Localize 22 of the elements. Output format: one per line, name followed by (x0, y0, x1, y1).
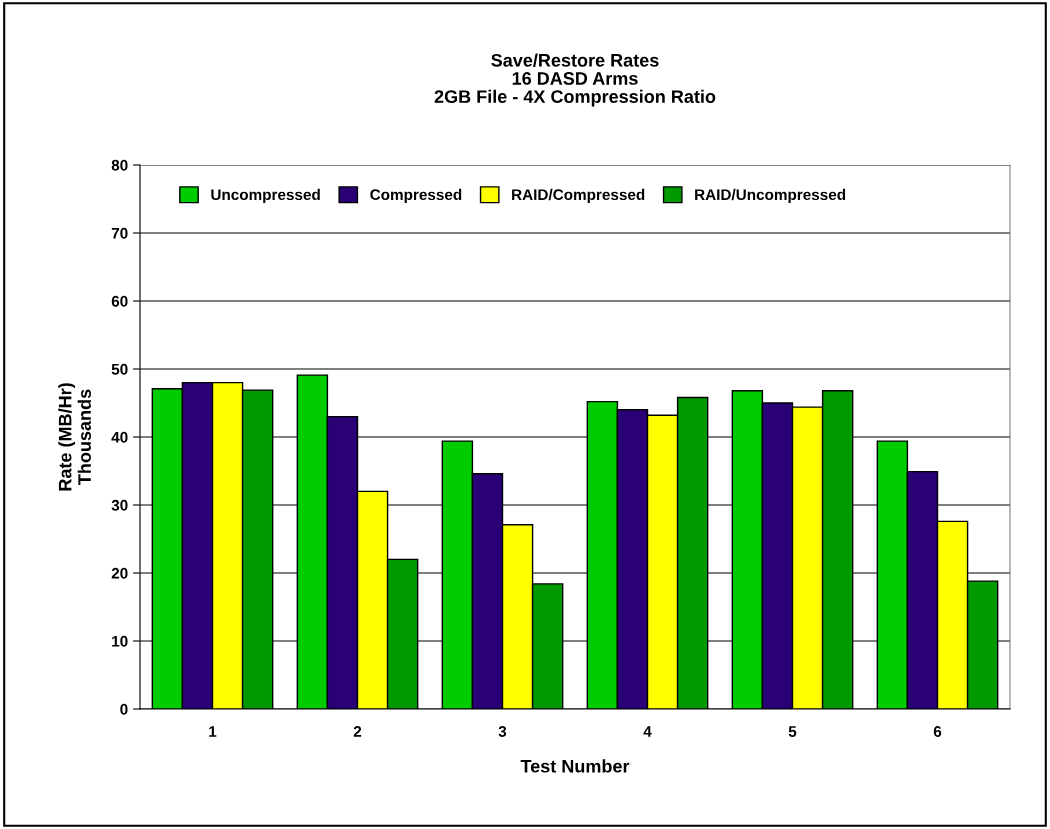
x-tick-label: 3 (498, 726, 507, 737)
y-tick-label: 60 (111, 295, 128, 307)
x-tick-label: 1 (209, 726, 217, 737)
chart-title: Save/Restore Rates 16 DASD Arms 2GB File - 4X Compression Ratio (434, 53, 716, 107)
x-axis-title: Test Number (520, 759, 630, 773)
y-tick-label: 50 (111, 363, 128, 375)
y-tick-label: 40 (111, 431, 128, 443)
legend-label: RAID/Compressed (512, 188, 645, 204)
y-tick-label: 20 (111, 567, 128, 579)
x-tick-label: 5 (788, 726, 797, 737)
y-tick-label: 80 (111, 159, 128, 171)
legend-label: Uncompressed (211, 188, 320, 204)
y-tick-label: 70 (111, 227, 128, 239)
x-tick-label: 6 (933, 726, 942, 737)
x-tick-label: 2 (353, 726, 362, 737)
y-tick-label: 10 (112, 635, 128, 647)
y-tick-label: 0 (120, 703, 128, 715)
legend-label: Compressed (370, 188, 462, 204)
x-tick-label: 4 (643, 726, 652, 737)
legend-label: RAID/Uncompressed (695, 188, 846, 204)
y-axis-title: Rate (MB/Hr) Thousands (58, 383, 91, 491)
y-tick-label: 30 (111, 499, 128, 511)
